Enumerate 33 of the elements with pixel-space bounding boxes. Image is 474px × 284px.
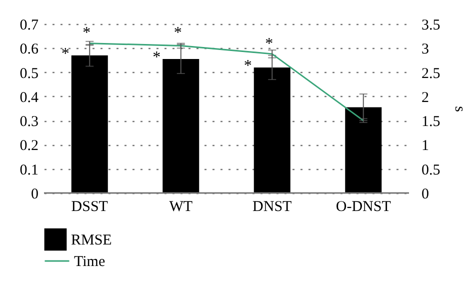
bar [345, 107, 382, 193]
legend-label: Time [74, 254, 106, 270]
y-tick-label: 0.1 [20, 162, 38, 178]
y2-tick-label: 2.5 [422, 66, 440, 82]
annotation: * [61, 45, 70, 62]
annotation: * [244, 57, 252, 74]
y-tick-label: 0.2 [20, 138, 38, 154]
bar [254, 67, 290, 193]
y2-axis-title: s [451, 106, 468, 112]
x-tick-label: O-DNST [336, 199, 391, 215]
y-tick-label: 0.7 [20, 18, 39, 34]
annotation: * [152, 49, 161, 66]
y-tick-label: 0.4 [20, 90, 39, 106]
y-tick-label: 0.3 [20, 114, 38, 130]
x-tick-label: DNST [252, 199, 292, 215]
y2-tick-label: 3 [422, 42, 429, 58]
y-tick-label: 0 [31, 186, 38, 202]
bar [71, 55, 108, 193]
y-tick-label: 0.5 [20, 66, 38, 82]
bar [162, 59, 200, 193]
y2-tick-label: 0.5 [422, 162, 440, 178]
y2-tick-label: 3.5 [422, 18, 440, 34]
y2-tick-label: 2 [422, 90, 429, 106]
annotation: * [82, 24, 91, 42]
y2-tick-label: 0 [422, 186, 429, 202]
annotation: * [265, 35, 274, 52]
x-tick-label: DSST [71, 199, 108, 215]
annotation: * [174, 24, 182, 42]
y2-tick-label: 1 [422, 138, 429, 154]
y2-tick-label: 1.5 [422, 114, 440, 130]
legend-label: RMSE [71, 232, 112, 248]
x-tick-label: WT [169, 199, 193, 215]
y-tick-label: 0.6 [20, 42, 39, 58]
